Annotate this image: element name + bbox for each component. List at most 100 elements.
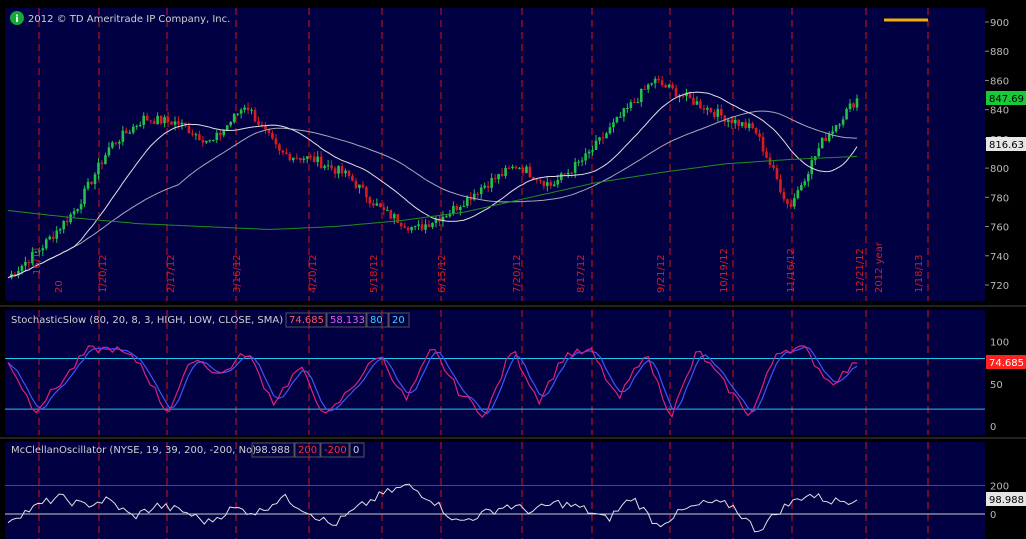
price-candle	[118, 141, 121, 144]
price-candle	[629, 102, 633, 109]
price-candle	[312, 156, 316, 162]
price-candle	[716, 109, 720, 117]
price-candle	[93, 174, 97, 185]
price-candle	[159, 115, 163, 124]
price-candle	[650, 83, 654, 85]
price-candle	[747, 123, 751, 129]
price-candle	[744, 122, 747, 129]
date-label: 12/21/12	[855, 248, 866, 293]
price-candle	[793, 198, 796, 207]
price-candle	[330, 165, 333, 169]
price-candle	[619, 116, 622, 118]
stoch-current-badge	[986, 355, 1026, 369]
price-candle	[128, 132, 132, 134]
price-candle	[166, 117, 170, 122]
price-candle	[719, 109, 723, 116]
price-candle	[789, 203, 793, 207]
price-candle	[587, 151, 591, 154]
price-candle	[375, 203, 379, 206]
price-candle	[69, 214, 72, 223]
price-candle	[38, 250, 41, 252]
info-icon[interactable]	[10, 11, 24, 25]
price-candle	[100, 162, 104, 165]
price-candle	[358, 184, 361, 188]
price-candle	[535, 179, 539, 181]
price-candle	[845, 108, 848, 120]
date-label: 10/19/12	[719, 248, 730, 293]
price-candle	[681, 95, 685, 97]
date-label: 2012 year	[874, 241, 885, 293]
price-candle	[820, 137, 824, 149]
price-candle	[695, 101, 699, 105]
price-candle	[156, 115, 159, 125]
price-candle	[323, 165, 326, 168]
price-candle	[594, 140, 598, 150]
price-candle	[170, 121, 173, 125]
price-candle	[337, 166, 340, 174]
price-candle	[382, 207, 386, 211]
date-label: 7/20/12	[512, 254, 523, 293]
price-candle	[608, 127, 612, 134]
price-candle	[257, 121, 260, 125]
mcclellan-zero-box	[349, 442, 365, 458]
price-candle	[177, 121, 180, 125]
price-candle	[31, 251, 34, 264]
price-candle	[702, 108, 706, 110]
price-candle	[507, 167, 511, 169]
price-candle	[27, 261, 31, 264]
price-candle	[528, 166, 532, 178]
price-candle	[733, 119, 737, 124]
price-candle	[72, 211, 76, 215]
price-candle	[563, 173, 567, 175]
price-candle	[229, 121, 232, 126]
price-candle	[497, 174, 500, 180]
price-candle	[848, 103, 852, 109]
price-candle	[392, 214, 396, 219]
price-candle	[410, 226, 413, 231]
stochastic-k-line	[7, 345, 857, 419]
price-candle	[65, 220, 69, 223]
price-candle	[34, 251, 38, 253]
price-candle	[420, 224, 424, 230]
price-candle	[559, 173, 563, 181]
mcclellan-lower: -200	[324, 445, 347, 456]
price-candle	[626, 108, 629, 110]
stoch-k-box	[285, 312, 327, 328]
price-candle	[525, 166, 528, 173]
price-candle	[580, 160, 584, 162]
price-candle	[448, 213, 452, 217]
price-candle	[573, 162, 577, 173]
price-candle	[636, 102, 640, 104]
price-candle	[639, 88, 643, 103]
price-candle	[194, 134, 198, 136]
mcclellan-study-label[interactable]: McClellanOscillator (NYSE, 19, 39, 200, …	[11, 445, 256, 456]
price-candle	[459, 206, 462, 210]
date-labels: 20 1/20/12 2/17/12 3/16/12 4/20/12 5/18/12 6/1…	[32, 241, 925, 293]
price-tick-label: 780	[990, 193, 1009, 204]
price-candle	[222, 129, 226, 136]
price-candle	[379, 203, 382, 208]
price-candle	[810, 160, 814, 175]
price-candle	[476, 193, 480, 195]
price-candle	[396, 214, 400, 223]
mcclellan-value: 98.988	[255, 445, 290, 456]
price-candle	[385, 209, 389, 211]
price-candle	[86, 181, 90, 189]
price-candle	[601, 137, 605, 139]
price-candle	[465, 196, 469, 206]
price-candle	[479, 187, 483, 195]
stoch-study-label[interactable]: StochasticSlow (80, 20, 8, 3, HIGH, LOW,…	[11, 315, 283, 326]
price-candle	[726, 119, 730, 122]
price-candle	[278, 144, 281, 151]
mcclellan-upper: 200	[298, 445, 317, 456]
price-candle	[779, 179, 782, 193]
price-candle	[17, 270, 20, 276]
stoch-tick-label: 50	[990, 380, 1003, 391]
price-candle	[514, 166, 518, 169]
stochastic-series	[5, 345, 985, 419]
price-candle	[737, 119, 740, 126]
price-candle	[225, 125, 229, 130]
price-candle	[786, 199, 789, 204]
price-candle	[344, 170, 347, 174]
price-candle	[490, 178, 493, 188]
